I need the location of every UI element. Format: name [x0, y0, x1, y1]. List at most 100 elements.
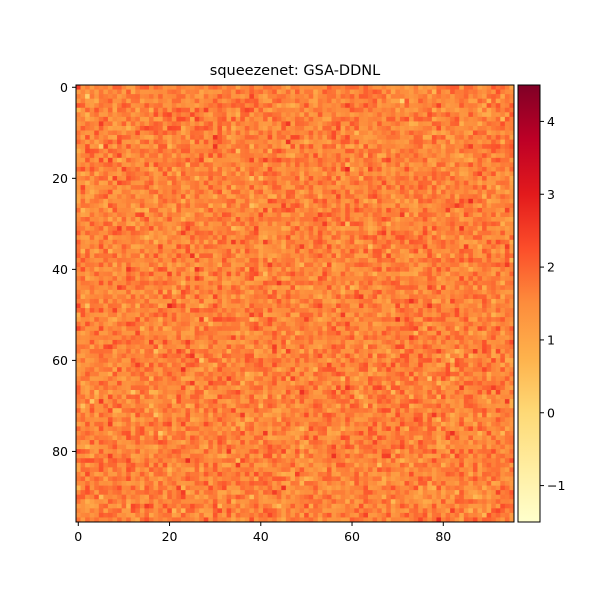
heatmap-cell — [390, 280, 396, 286]
heatmap-cell — [217, 244, 223, 250]
heatmap-cell — [190, 121, 195, 127]
heatmap-cell — [399, 98, 405, 104]
heatmap-cell — [144, 253, 150, 259]
heatmap-cell — [295, 217, 300, 222]
heatmap-cell — [139, 235, 145, 241]
heatmap-cell — [158, 253, 164, 259]
heatmap-cell — [431, 135, 437, 140]
heatmap-cell — [103, 121, 109, 127]
heatmap-cell — [281, 203, 287, 209]
heatmap-cell — [409, 312, 414, 318]
heatmap-cell — [431, 98, 437, 104]
heatmap-cell — [80, 253, 86, 259]
heatmap-cell — [226, 98, 232, 104]
heatmap-cell — [171, 207, 177, 213]
heatmap-cell — [491, 235, 497, 241]
heatmap-cell — [80, 217, 86, 222]
heatmap-cell — [441, 235, 446, 241]
heatmap-cell — [98, 116, 104, 122]
heatmap-cell — [162, 226, 168, 232]
heatmap-cell — [413, 125, 419, 131]
heatmap-cell — [372, 230, 378, 236]
heatmap-cell — [395, 89, 401, 95]
heatmap-cell — [427, 230, 433, 236]
heatmap-cell — [249, 121, 255, 127]
heatmap-cell — [468, 203, 474, 209]
heatmap-cell — [441, 112, 446, 118]
heatmap-cell — [404, 139, 410, 145]
heatmap-cell — [107, 221, 113, 227]
heatmap-cell — [130, 189, 136, 195]
heatmap-cell — [107, 194, 113, 200]
heatmap-cell — [340, 107, 346, 113]
heatmap-cell — [107, 148, 113, 154]
heatmap-cell — [463, 303, 469, 309]
heatmap-cell — [418, 280, 424, 286]
heatmap-cell — [418, 176, 424, 181]
heatmap-cell — [358, 185, 364, 191]
heatmap-cell — [358, 235, 364, 241]
heatmap-cell — [94, 180, 100, 186]
heatmap-cell — [240, 144, 246, 150]
heatmap-cell — [162, 157, 168, 163]
heatmap-cell — [504, 235, 510, 241]
heatmap-cell — [422, 107, 428, 113]
heatmap-cell — [80, 85, 86, 90]
heatmap-cell — [313, 248, 319, 254]
heatmap-cell — [267, 212, 273, 218]
heatmap-cell — [240, 125, 246, 131]
heatmap-cell — [135, 212, 141, 218]
heatmap-cell — [249, 166, 255, 172]
heatmap-cell — [468, 271, 474, 277]
heatmap-cell — [463, 298, 469, 304]
heatmap-cell — [468, 303, 474, 309]
heatmap-cell — [290, 176, 296, 181]
heatmap-cell — [459, 285, 465, 291]
heatmap-cell — [139, 185, 145, 191]
heatmap-cell — [190, 139, 195, 145]
heatmap-cell — [304, 148, 310, 154]
heatmap-cell — [431, 289, 437, 295]
heatmap-cell — [500, 239, 506, 245]
heatmap-cell — [372, 89, 378, 95]
heatmap-cell — [208, 212, 214, 218]
heatmap-cell — [495, 308, 501, 313]
heatmap-cell — [454, 267, 460, 272]
heatmap-cell — [326, 267, 332, 272]
heatmap-cell — [235, 180, 241, 186]
heatmap-cell — [171, 125, 177, 131]
heatmap-cell — [226, 103, 232, 109]
heatmap-cell — [281, 139, 287, 145]
heatmap-cell — [363, 308, 369, 313]
heatmap-cell — [377, 94, 383, 100]
heatmap-cell — [313, 267, 319, 272]
heatmap-cell — [463, 180, 469, 186]
heatmap-cell — [85, 203, 91, 209]
heatmap-cell — [194, 125, 200, 131]
heatmap-cell — [336, 257, 341, 263]
heatmap-cell — [295, 112, 300, 118]
heatmap-cell — [345, 262, 351, 268]
heatmap-cell — [144, 148, 150, 154]
heatmap-cell — [272, 253, 278, 259]
heatmap-cell — [249, 221, 255, 227]
heatmap-cell — [258, 276, 264, 282]
heatmap-cell — [482, 257, 487, 263]
heatmap-cell — [272, 271, 278, 277]
heatmap-cell — [336, 135, 341, 140]
heatmap-cell — [281, 257, 287, 263]
heatmap-cell — [212, 280, 218, 286]
heatmap-cell — [299, 285, 305, 291]
heatmap-cell — [226, 194, 232, 200]
heatmap-cell — [89, 89, 95, 95]
heatmap-cell — [308, 212, 314, 218]
heatmap-cell — [445, 157, 451, 163]
heatmap-cell — [85, 253, 91, 259]
heatmap-cell — [313, 312, 319, 318]
heatmap-cell — [459, 112, 465, 118]
heatmap-cell — [158, 185, 164, 191]
heatmap-cell — [377, 85, 383, 90]
heatmap-cell — [203, 185, 209, 191]
heatmap-cell — [304, 317, 310, 323]
heatmap-cell — [217, 280, 223, 286]
